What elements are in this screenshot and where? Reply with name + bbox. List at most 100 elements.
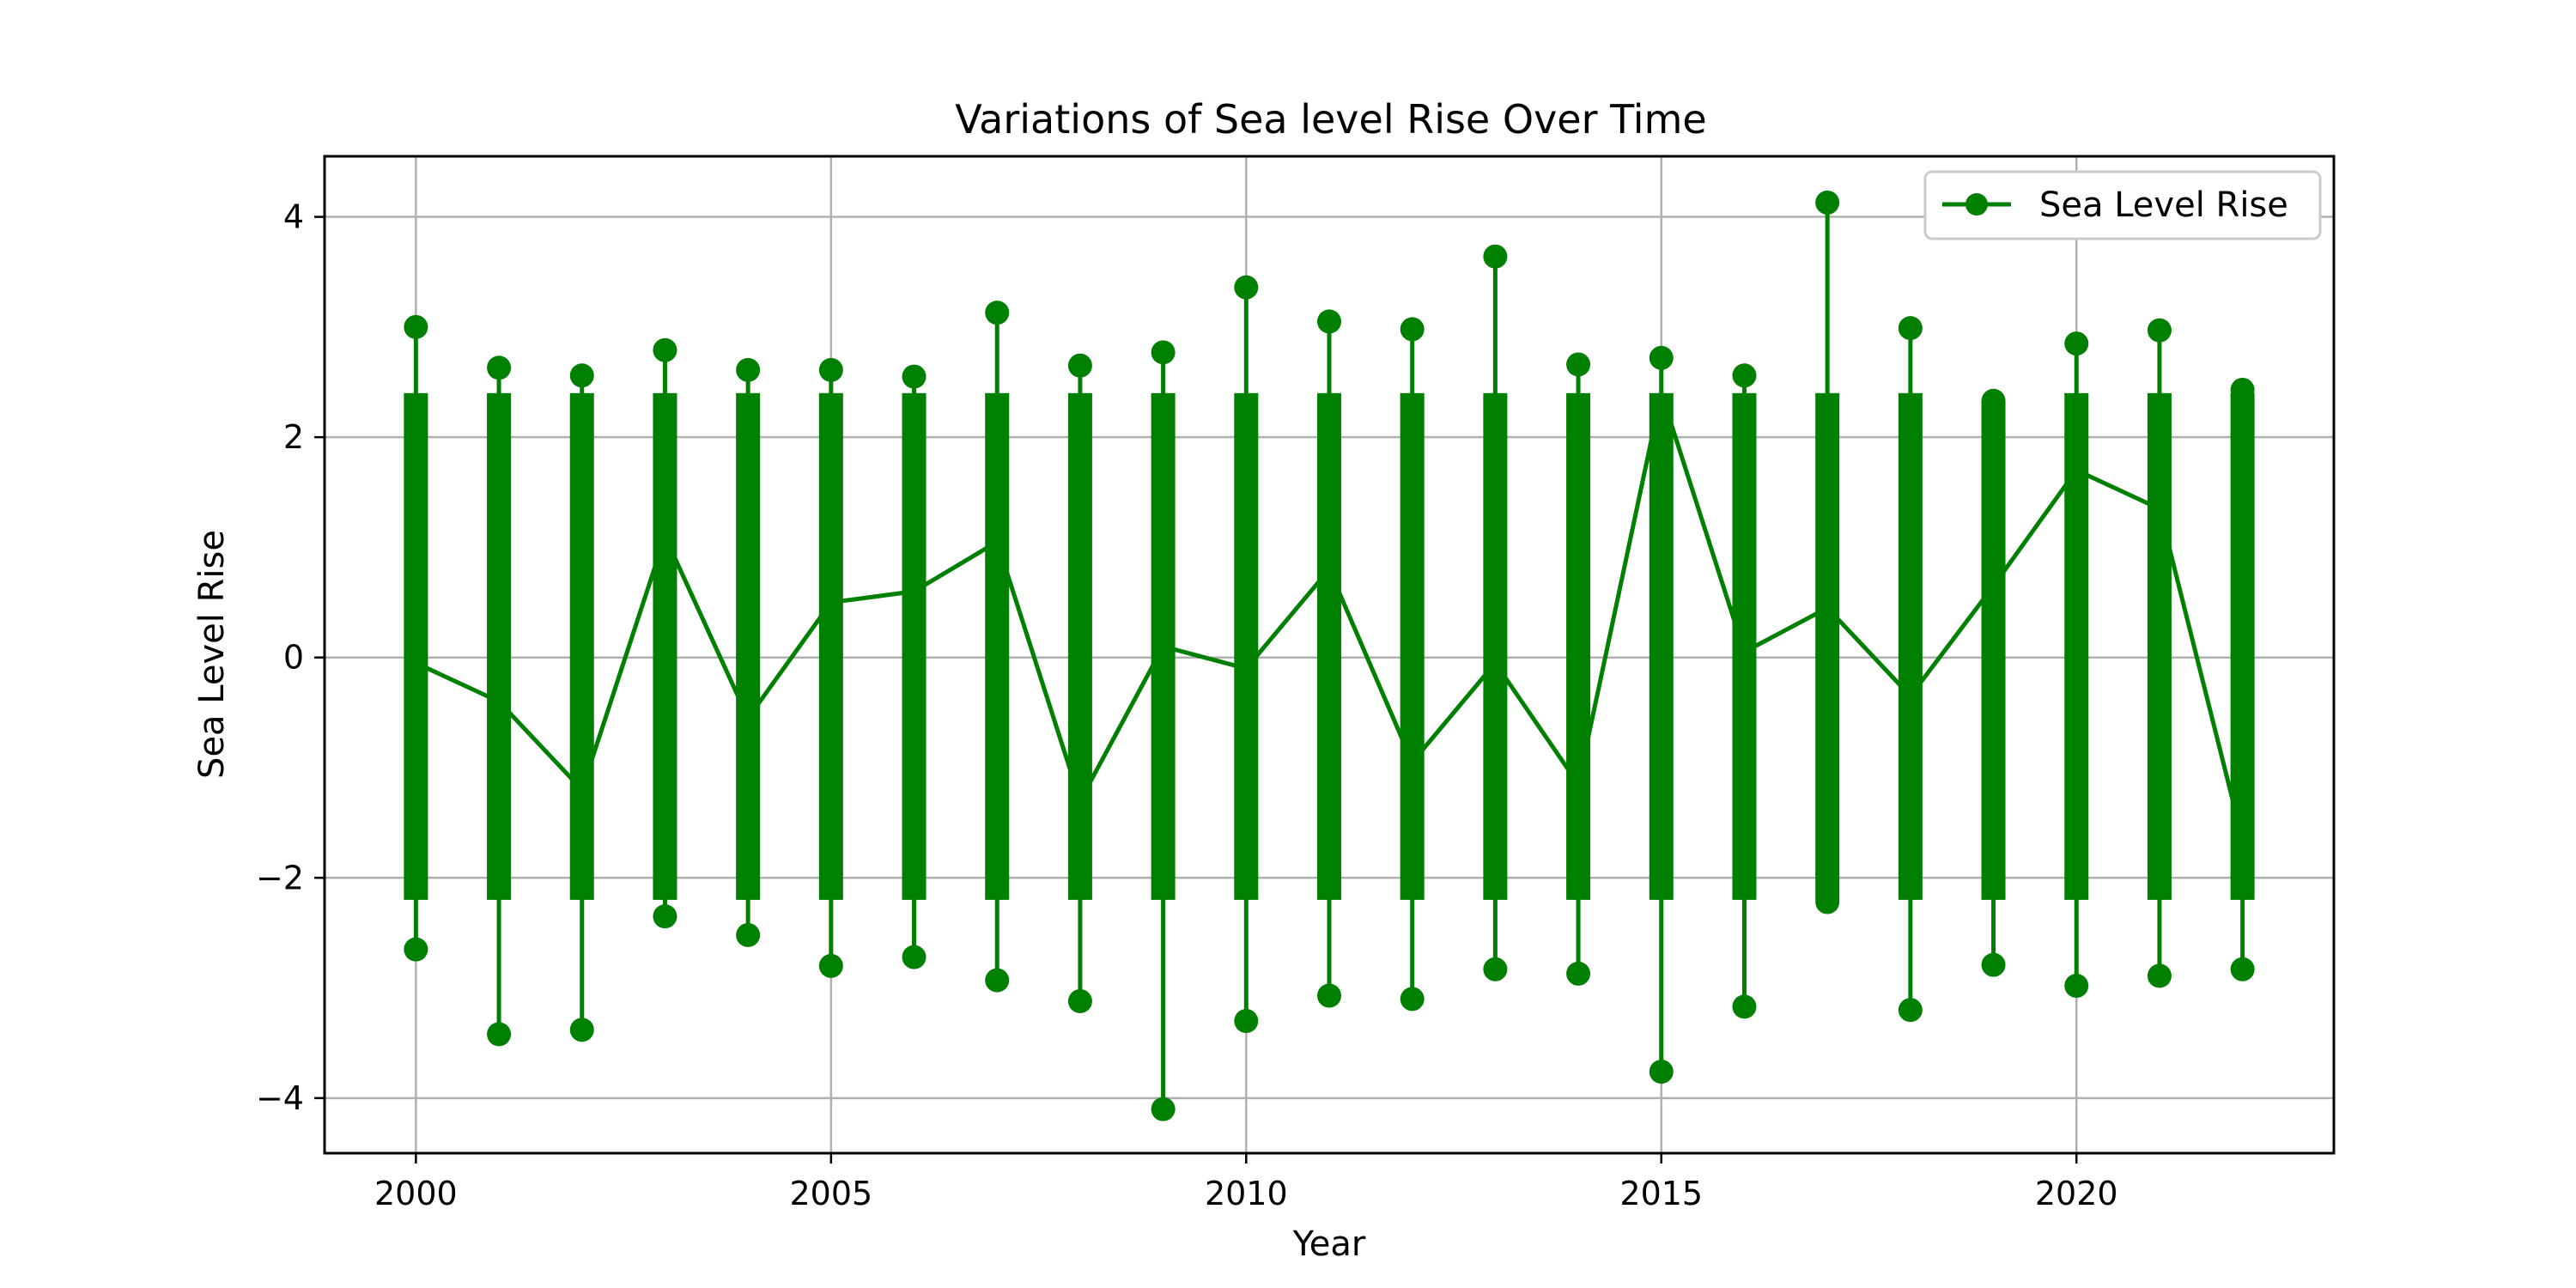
- chart-title: Variations of Sea level Rise Over Time: [955, 96, 1706, 143]
- series-connector: [2075, 468, 2160, 511]
- year-min-point: [1400, 987, 1425, 1012]
- year-max-point: [1981, 388, 2006, 413]
- year-min-point: [2147, 963, 2172, 988]
- legend-marker: [1965, 193, 1988, 216]
- series-connector: [1078, 645, 1165, 802]
- legend-entry: Sea Level Rise: [2039, 185, 2288, 225]
- year-max-point: [2230, 377, 2255, 402]
- year-point-cluster: [1400, 392, 1425, 900]
- year-min-point: [1732, 994, 1757, 1019]
- year-max-point: [1317, 309, 1341, 334]
- year-max-point: [818, 357, 843, 382]
- year-min-point: [1483, 957, 1508, 981]
- x-tick-label: 2015: [1619, 1175, 1703, 1212]
- series-sea-level-rise: [404, 190, 2255, 1121]
- year-min-point: [985, 968, 1010, 993]
- series-connector: [994, 541, 1083, 802]
- series-connector: [1908, 584, 1996, 698]
- y-tick-label: −2: [256, 859, 304, 896]
- year-min-point: [736, 922, 761, 947]
- year-min-point: [1317, 983, 1341, 1008]
- series-connector: [830, 589, 914, 605]
- year-point-cluster: [1649, 392, 1674, 900]
- series-connector: [913, 539, 999, 593]
- year-point-cluster: [653, 392, 677, 900]
- year-min-point: [1067, 988, 1092, 1013]
- year-min-point: [1898, 998, 1923, 1023]
- series-connector: [1743, 605, 1829, 654]
- year-max-point: [736, 357, 761, 382]
- year-max-point: [1234, 275, 1259, 300]
- year-point-cluster: [1815, 392, 1840, 900]
- series-connector: [497, 700, 584, 792]
- y-tick-label: −4: [256, 1079, 304, 1117]
- series-connector: [1493, 661, 1581, 786]
- year-min-point: [1649, 1060, 1674, 1084]
- year-max-point: [2064, 331, 2089, 356]
- year-max-point: [2147, 318, 2172, 343]
- year-point-cluster: [487, 392, 512, 900]
- year-point-cluster: [1317, 392, 1341, 900]
- series-connector: [2157, 507, 2245, 840]
- year-min-point: [818, 953, 843, 978]
- y-axis: −4 −2 0 2 4: [256, 198, 325, 1117]
- year-max-point: [1151, 340, 1176, 365]
- year-min-point: [404, 937, 428, 962]
- year-point-cluster: [1483, 392, 1508, 900]
- year-point-cluster: [1981, 400, 2006, 900]
- y-tick-label: 0: [283, 639, 304, 677]
- year-max-point: [985, 301, 1010, 325]
- x-tick-label: 2010: [1205, 1175, 1288, 1212]
- year-point-cluster: [985, 392, 1010, 900]
- series-layer: [404, 190, 2255, 1121]
- year-point-cluster: [2064, 392, 2089, 900]
- year-point-cluster: [1566, 392, 1591, 900]
- year-min-point: [569, 1018, 594, 1042]
- year-point-cluster: [1234, 392, 1259, 900]
- series-connector: [1991, 469, 2079, 587]
- x-tick-label: 2020: [2035, 1175, 2118, 1212]
- year-min-point: [653, 904, 677, 929]
- year-max-point: [1400, 317, 1425, 342]
- year-point-cluster: [569, 392, 594, 900]
- series-connector: [1826, 606, 1912, 698]
- legend-box: [1923, 170, 2322, 240]
- series-connector: [1244, 568, 1331, 671]
- y-tick-label: 2: [283, 418, 304, 456]
- year-point-cluster: [2230, 392, 2255, 900]
- year-max-point: [1649, 345, 1674, 370]
- series-connector: [1327, 568, 1414, 763]
- y-tick-label: 4: [283, 198, 304, 236]
- year-min-point: [487, 1022, 512, 1047]
- year-max-point: [1815, 190, 1840, 215]
- year-max-point: [902, 364, 927, 389]
- series-connector: [1576, 392, 1664, 785]
- x-tick-label: 2005: [789, 1175, 872, 1212]
- year-max-point: [1067, 353, 1092, 378]
- series-connector: [415, 660, 501, 704]
- year-max-point: [1898, 316, 1923, 341]
- series-connector: [746, 601, 833, 720]
- y-axis-label: Sea Level Rise: [192, 530, 232, 779]
- year-min-point: [1981, 952, 2006, 977]
- year-point-cluster: [736, 392, 761, 900]
- year-min-point: [1234, 1009, 1259, 1034]
- year-min-point: [1151, 1097, 1176, 1121]
- year-min-point: [2064, 974, 2089, 999]
- year-min-point: [902, 945, 927, 969]
- year-max-point: [1732, 363, 1757, 388]
- year-min-point: [1566, 961, 1591, 986]
- year-min-point: [2230, 957, 2255, 981]
- year-point-cluster: [2147, 392, 2172, 900]
- year-min-point: [1815, 890, 1840, 914]
- series-connector: [580, 535, 667, 791]
- series-connector: [1659, 392, 1747, 653]
- legend: Sea Level Rise: [1923, 170, 2322, 240]
- series-connector: [1410, 661, 1498, 764]
- year-max-point: [569, 363, 594, 388]
- series-connector: [663, 535, 750, 720]
- year-point-cluster: [818, 392, 843, 900]
- year-max-point: [487, 355, 512, 380]
- year-point-cluster: [404, 392, 428, 900]
